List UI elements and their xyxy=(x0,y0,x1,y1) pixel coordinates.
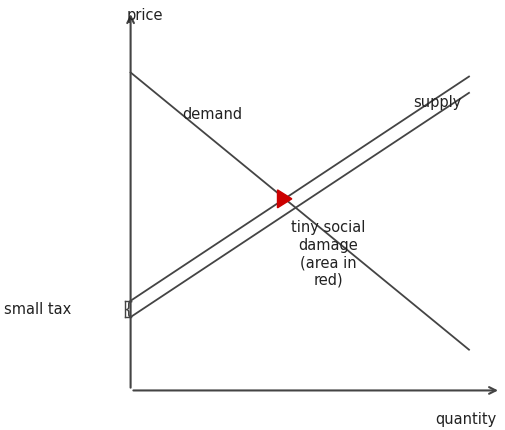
Text: supply: supply xyxy=(413,94,462,109)
Text: demand: demand xyxy=(182,107,242,121)
Text: price: price xyxy=(127,8,163,23)
Text: quantity: quantity xyxy=(436,411,497,426)
Polygon shape xyxy=(277,190,292,208)
Text: tiny social
damage
(area in
red): tiny social damage (area in red) xyxy=(291,220,366,287)
Text: small tax: small tax xyxy=(4,302,71,316)
Text: {: { xyxy=(123,300,134,318)
